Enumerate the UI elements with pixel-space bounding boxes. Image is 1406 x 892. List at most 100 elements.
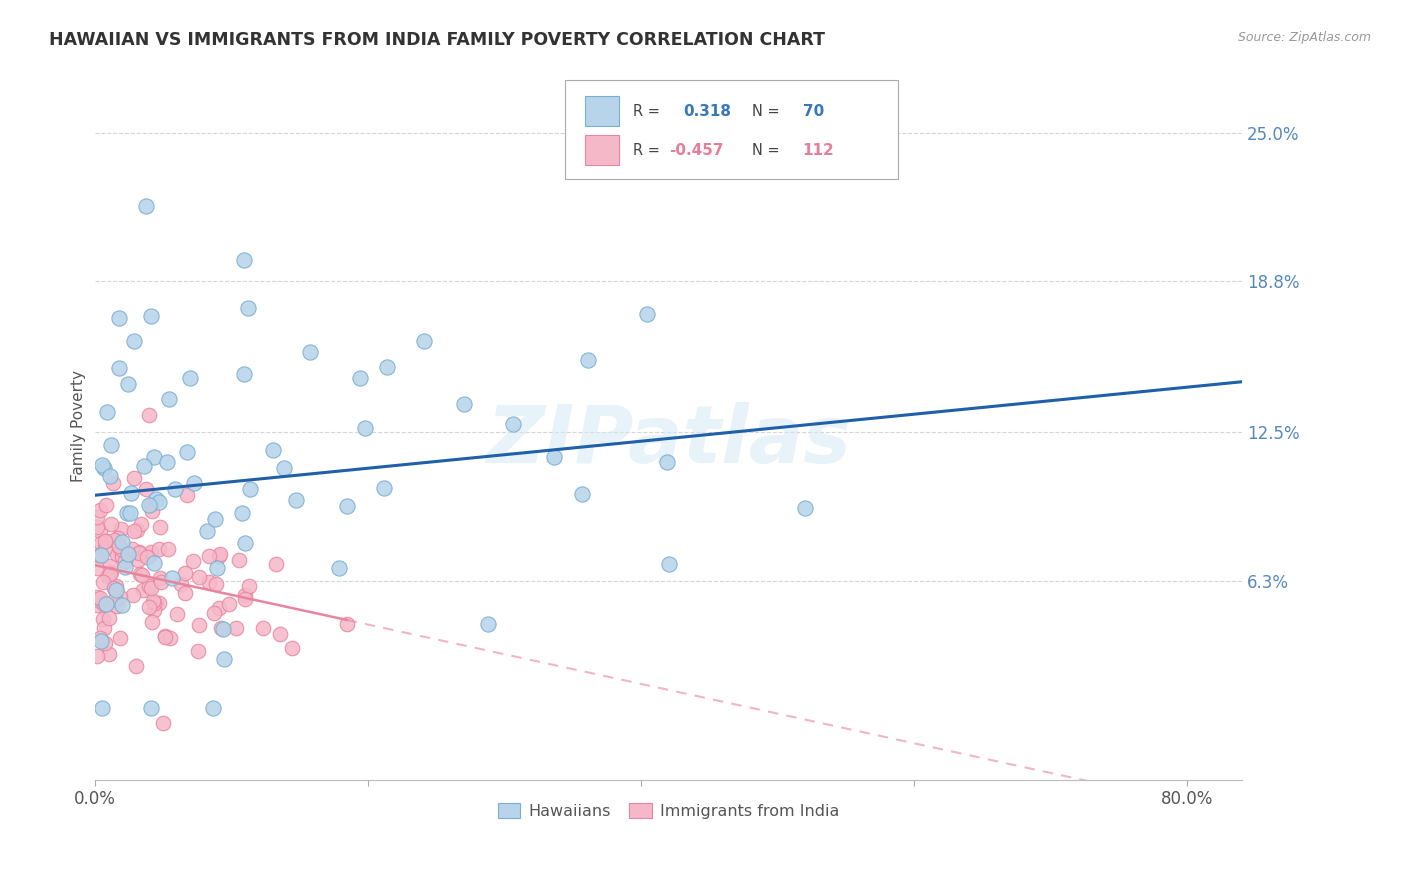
Point bbox=[122, 334, 145, 348]
Text: R =: R = bbox=[633, 103, 659, 119]
Point bbox=[121, 542, 143, 557]
Point bbox=[141, 504, 163, 518]
Point bbox=[148, 542, 170, 557]
Point bbox=[93, 621, 115, 635]
Point bbox=[149, 575, 172, 590]
Point bbox=[111, 599, 134, 613]
Point bbox=[336, 499, 359, 513]
Point bbox=[794, 501, 817, 516]
Point bbox=[170, 576, 193, 591]
Point bbox=[108, 539, 131, 553]
Point bbox=[104, 582, 127, 597]
Point bbox=[89, 631, 111, 645]
Point bbox=[138, 549, 160, 564]
Point bbox=[89, 524, 111, 539]
Point bbox=[202, 606, 225, 620]
Text: -0.457: -0.457 bbox=[669, 143, 724, 158]
Point bbox=[96, 498, 118, 512]
Point bbox=[100, 566, 122, 580]
Point bbox=[208, 547, 231, 561]
Point bbox=[94, 541, 117, 555]
Point bbox=[179, 371, 201, 385]
Point bbox=[86, 599, 108, 613]
Point bbox=[108, 547, 131, 561]
Y-axis label: Family Poverty: Family Poverty bbox=[72, 370, 86, 483]
Point bbox=[100, 438, 122, 452]
Point bbox=[149, 571, 172, 585]
Point bbox=[183, 476, 205, 491]
Point bbox=[114, 559, 136, 574]
Point bbox=[502, 417, 524, 431]
Point bbox=[125, 659, 148, 673]
Point bbox=[141, 581, 163, 595]
Point bbox=[281, 641, 304, 656]
Point bbox=[174, 586, 197, 600]
Point bbox=[195, 524, 218, 538]
Point bbox=[110, 522, 132, 536]
Point bbox=[299, 345, 322, 359]
Point bbox=[111, 549, 134, 564]
Text: ZIPatlas: ZIPatlas bbox=[486, 401, 851, 480]
Point bbox=[354, 421, 377, 435]
Point bbox=[239, 483, 262, 497]
Point bbox=[105, 547, 128, 561]
Point bbox=[89, 503, 111, 517]
Point bbox=[205, 560, 228, 574]
Point bbox=[91, 458, 114, 472]
Point bbox=[198, 575, 221, 590]
Point bbox=[107, 531, 129, 545]
Point bbox=[166, 607, 188, 622]
Point bbox=[103, 533, 125, 547]
Point bbox=[135, 482, 157, 496]
Point bbox=[94, 533, 117, 548]
Point bbox=[139, 309, 162, 323]
Point bbox=[97, 569, 120, 583]
Point bbox=[477, 616, 499, 631]
Point bbox=[103, 581, 125, 595]
Point bbox=[453, 397, 475, 411]
Point bbox=[104, 582, 127, 596]
Point bbox=[86, 649, 108, 664]
Point bbox=[89, 548, 111, 562]
Point bbox=[117, 506, 139, 520]
Point bbox=[201, 701, 224, 715]
Point bbox=[129, 517, 152, 532]
Bar bbox=[585, 96, 619, 126]
Point bbox=[156, 455, 179, 469]
Point bbox=[176, 444, 198, 458]
Point bbox=[105, 579, 128, 593]
Point bbox=[124, 524, 146, 538]
Point bbox=[165, 483, 187, 497]
Point bbox=[143, 596, 166, 610]
Point bbox=[120, 485, 142, 500]
Text: R =: R = bbox=[633, 143, 659, 158]
Point bbox=[262, 443, 284, 458]
Point bbox=[252, 621, 274, 635]
Point bbox=[101, 475, 124, 490]
Point bbox=[104, 592, 127, 607]
Point bbox=[91, 575, 114, 590]
Point bbox=[114, 554, 136, 568]
Point bbox=[349, 371, 371, 385]
Point bbox=[90, 633, 112, 648]
Point bbox=[93, 461, 115, 475]
Point bbox=[571, 487, 593, 501]
Point bbox=[89, 591, 111, 605]
Point bbox=[238, 579, 260, 593]
Point bbox=[236, 301, 259, 316]
Point bbox=[143, 557, 166, 571]
Point bbox=[96, 405, 118, 419]
Text: N =: N = bbox=[752, 143, 780, 158]
Point bbox=[153, 630, 176, 644]
Point bbox=[233, 368, 256, 382]
Text: HAWAIIAN VS IMMIGRANTS FROM INDIA FAMILY POVERTY CORRELATION CHART: HAWAIIAN VS IMMIGRANTS FROM INDIA FAMILY… bbox=[49, 31, 825, 49]
Point bbox=[181, 554, 204, 568]
Point bbox=[98, 559, 121, 574]
Point bbox=[100, 517, 122, 532]
Point bbox=[377, 359, 399, 374]
Point bbox=[228, 553, 250, 567]
Point bbox=[128, 545, 150, 559]
Point bbox=[94, 636, 117, 650]
Point bbox=[187, 644, 209, 658]
Point bbox=[269, 627, 291, 641]
